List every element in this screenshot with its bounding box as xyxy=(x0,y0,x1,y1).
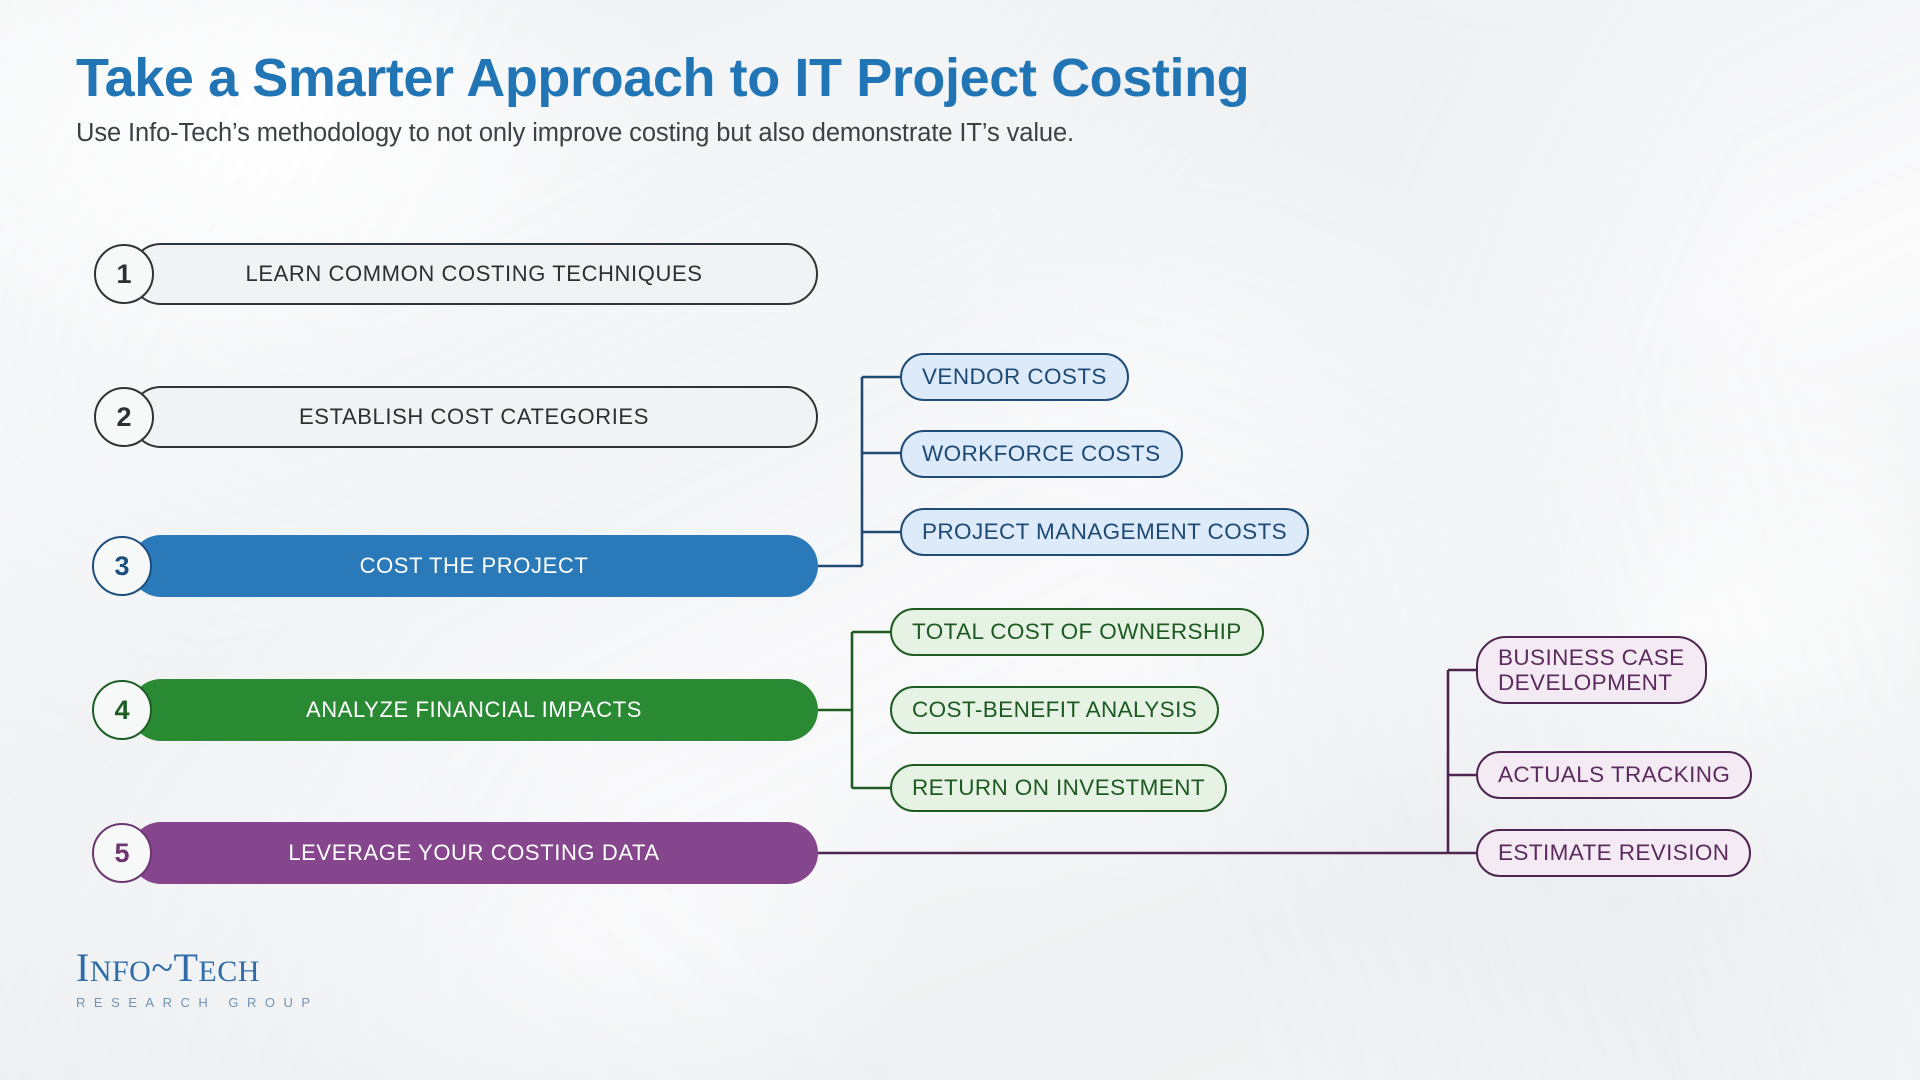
branch-purple-actuals-tracking[interactable]: ACTUALS TRACKING xyxy=(1476,751,1753,799)
step-1-learn-common-costing-techniques[interactable]: 1 LEARN COMMON COSTING TECHNIQUES xyxy=(94,243,818,305)
header: Take a Smarter Approach to IT Project Co… xyxy=(76,48,1250,148)
branch-blue-workforce-costs-label: WORKFORCE COSTS xyxy=(922,441,1161,467)
branch-green-cost-benefit-analysis[interactable]: COST-BENEFIT ANALYSIS xyxy=(890,686,1220,734)
branch-purple-business-case-development[interactable]: BUSINESS CASE DEVELOPMENT xyxy=(1476,636,1707,704)
step-5-number-badge: 5 xyxy=(92,823,152,883)
logo-wordmark: INFO~TECH xyxy=(76,948,319,988)
step-5-label: LEVERAGE YOUR COSTING DATA xyxy=(288,840,660,865)
step-4-number-badge: 4 xyxy=(92,680,152,740)
step-2-establish-cost-categories[interactable]: 2 ESTABLISH COST CATEGORIES xyxy=(94,386,818,448)
blue-connector-group xyxy=(818,375,900,568)
logo-tilde: ~ xyxy=(151,945,174,990)
branch-blue-project-management-costs-label: PROJECT MANAGEMENT COSTS xyxy=(922,519,1288,545)
logo-word1-cap: I xyxy=(76,945,90,990)
logo-tagline: RESEARCH GROUP xyxy=(76,995,319,1010)
step-4-label: ANALYZE FINANCIAL IMPACTS xyxy=(305,697,643,722)
step-3-cost-the-project[interactable]: 3 COST THE PROJECT xyxy=(92,535,818,597)
branch-blue-workforce-costs[interactable]: WORKFORCE COSTS xyxy=(900,430,1183,478)
info-tech-logo: INFO~TECH RESEARCH GROUP xyxy=(76,948,319,1011)
branch-green-total-cost-of-ownership-label: TOTAL COST OF OWNERSHIP xyxy=(912,619,1242,645)
branch-blue-vendor-costs-label: VENDOR COSTS xyxy=(922,364,1107,390)
logo-word2-cap: T xyxy=(173,945,199,990)
logo-word1-rest: NFO xyxy=(89,955,152,988)
step-3-number-badge: 3 xyxy=(92,536,152,596)
step-3-label: COST THE PROJECT xyxy=(359,553,589,578)
branch-purple-business-case-development-label: BUSINESS CASE DEVELOPMENT xyxy=(1498,644,1685,695)
step-4-analyze-financial-impacts[interactable]: 4 ANALYZE FINANCIAL IMPACTS xyxy=(92,679,818,741)
branch-blue-vendor-costs[interactable]: VENDOR COSTS xyxy=(900,353,1129,401)
step-1-number-badge: 1 xyxy=(94,244,154,304)
step-2-number-badge: 2 xyxy=(94,387,154,447)
branch-purple-estimate-revision-label: ESTIMATE REVISION xyxy=(1498,840,1730,866)
logo-word2-rest: ECH xyxy=(198,955,260,988)
branch-green-total-cost-of-ownership[interactable]: TOTAL COST OF OWNERSHIP xyxy=(890,608,1264,656)
branch-green-cost-benefit-analysis-label: COST-BENEFIT ANALYSIS xyxy=(912,697,1198,723)
page-title: Take a Smarter Approach to IT Project Co… xyxy=(76,48,1250,108)
step-1-label: LEARN COMMON COSTING TECHNIQUES xyxy=(245,261,703,286)
page-subtitle: Use Info-Tech’s methodology to not only … xyxy=(76,119,1075,148)
step-5-leverage-your-costing-data[interactable]: 5 LEVERAGE YOUR COSTING DATA xyxy=(92,822,818,884)
step-2-label: ESTABLISH COST CATEGORIES xyxy=(299,404,649,429)
branch-green-return-on-investment-label: RETURN ON INVESTMENT xyxy=(912,775,1206,801)
branch-green-return-on-investment[interactable]: RETURN ON INVESTMENT xyxy=(890,764,1228,812)
green-connector-group xyxy=(818,630,890,790)
branch-purple-actuals-tracking-label: ACTUALS TRACKING xyxy=(1498,762,1731,788)
branch-purple-estimate-revision[interactable]: ESTIMATE REVISION xyxy=(1476,829,1752,877)
branch-blue-project-management-costs[interactable]: PROJECT MANAGEMENT COSTS xyxy=(900,508,1310,556)
